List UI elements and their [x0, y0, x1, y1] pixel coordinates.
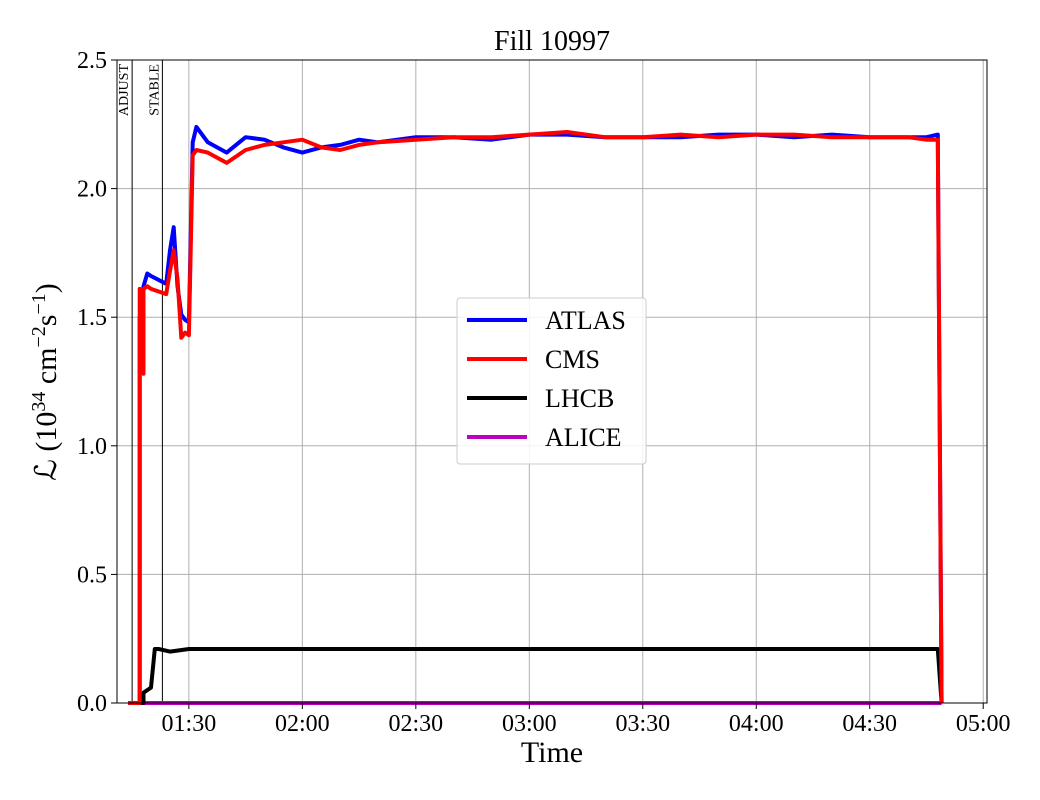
x-tick-label: 04:30	[842, 711, 897, 737]
y-tick-label: 2.0	[77, 177, 107, 203]
y-tick-label: 2.5	[77, 48, 107, 74]
x-axis-label: Time	[521, 736, 583, 769]
chart-title: Fill 10997	[494, 26, 610, 57]
x-tick-label: 02:30	[388, 711, 443, 737]
legend-label-lhcb: LHCB	[545, 384, 614, 413]
y-tick-label: 0.0	[77, 691, 107, 717]
x-tick-label: 02:00	[275, 711, 330, 737]
legend: ATLAS CMS LHCB ALICE	[456, 297, 647, 465]
y-tick-label: 0.5	[77, 562, 107, 588]
x-tick-label: 03:30	[615, 711, 670, 737]
y-axis-label: ℒ (1034 cm−2s−1)	[28, 283, 63, 481]
legend-label-atlas: ATLAS	[545, 306, 626, 335]
series-line-cms	[128, 130, 944, 705]
series-line-lhcb	[128, 647, 944, 705]
y-axis-label-part: s	[30, 315, 63, 327]
legend-label-alice: ALICE	[545, 423, 622, 452]
mode-label-adjust: ADJUST	[117, 64, 132, 117]
legend-box	[456, 297, 647, 465]
y-axis-label-sup: −1	[28, 293, 50, 314]
y-tick-label: 1.5	[77, 305, 107, 331]
x-tick-label: 03:00	[502, 711, 557, 737]
x-tick-label: 01:30	[162, 711, 217, 737]
axis-ticks: 01:30 02:00 02:30 03:00 03:30 04:00 04:30 05:00…	[77, 48, 1011, 737]
mode-label-stable: STABLE	[147, 64, 162, 116]
y-axis-label-part: ℒ (10	[30, 412, 63, 481]
plot-frame	[116, 59, 988, 704]
x-tick-label: 05:00	[956, 711, 1011, 737]
y-axis-label-part: )	[30, 283, 63, 293]
legend-label-cms: CMS	[545, 345, 600, 374]
x-tick-label: 04:00	[729, 711, 784, 737]
y-tick-label: 1.0	[77, 434, 107, 460]
y-axis-label-sup: 34	[28, 392, 50, 412]
y-axis-label-part: cm	[30, 347, 63, 391]
y-axis-label-sup: −2	[28, 326, 50, 347]
mode-annotations: ADJUST STABLE	[117, 60, 163, 703]
